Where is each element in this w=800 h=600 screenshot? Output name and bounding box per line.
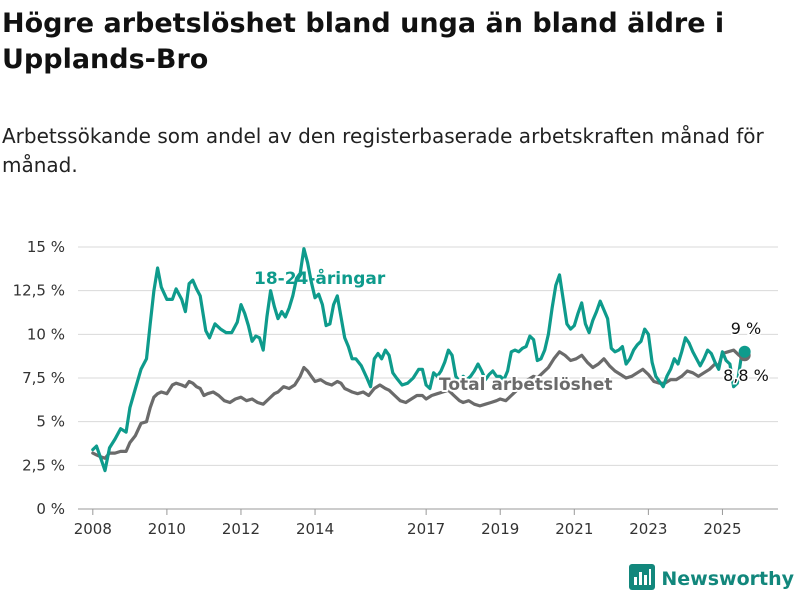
y-tick-label: 10 % xyxy=(27,325,65,343)
y-tick-label: 2,5 % xyxy=(22,456,65,474)
end-value-young: 9 % xyxy=(731,319,761,338)
y-axis: 0 % 2,5 % 5 % 7,5 % 10 % 12,5 % 15 % xyxy=(13,238,65,518)
y-tick-label: 7,5 % xyxy=(22,369,65,387)
brand-logo: Newsworthy xyxy=(629,564,794,594)
x-axis: 2008 2010 2012 2014 2017 2019 2021 2023 2025 xyxy=(74,509,742,538)
series-line-total xyxy=(91,348,747,460)
gridlines xyxy=(78,246,778,510)
series-line-young xyxy=(91,247,747,473)
chart-title: Högre arbetslöshet bland unga än bland ä… xyxy=(2,8,725,75)
series-label-young: 18-24-åringar xyxy=(254,267,386,289)
x-tick-label: 2023 xyxy=(629,520,667,538)
chart-subtitle: Arbetssökande som andel av den registerb… xyxy=(2,124,764,177)
x-tick-label: 2019 xyxy=(481,520,519,538)
x-tick-label: 2010 xyxy=(148,520,186,538)
end-marker-young xyxy=(738,345,751,358)
bar-chart-logo-icon xyxy=(629,564,656,594)
y-tick-label: 15 % xyxy=(27,238,65,256)
end-value-total: 8,8 % xyxy=(723,366,769,385)
x-tick-label: 2014 xyxy=(296,520,334,538)
y-tick-label: 5 % xyxy=(36,413,65,431)
brand-name: Newsworthy xyxy=(661,568,794,590)
series xyxy=(91,247,751,473)
x-tick-label: 2025 xyxy=(703,520,741,538)
x-tick-label: 2021 xyxy=(555,520,593,538)
series-label-total: Total arbetslöshet xyxy=(439,375,613,395)
y-tick-label: 12,5 % xyxy=(13,282,65,300)
x-tick-label: 2017 xyxy=(407,520,445,538)
x-tick-label: 2012 xyxy=(222,520,260,538)
y-tick-label: 0 % xyxy=(36,500,65,518)
x-tick-label: 2008 xyxy=(74,520,112,538)
